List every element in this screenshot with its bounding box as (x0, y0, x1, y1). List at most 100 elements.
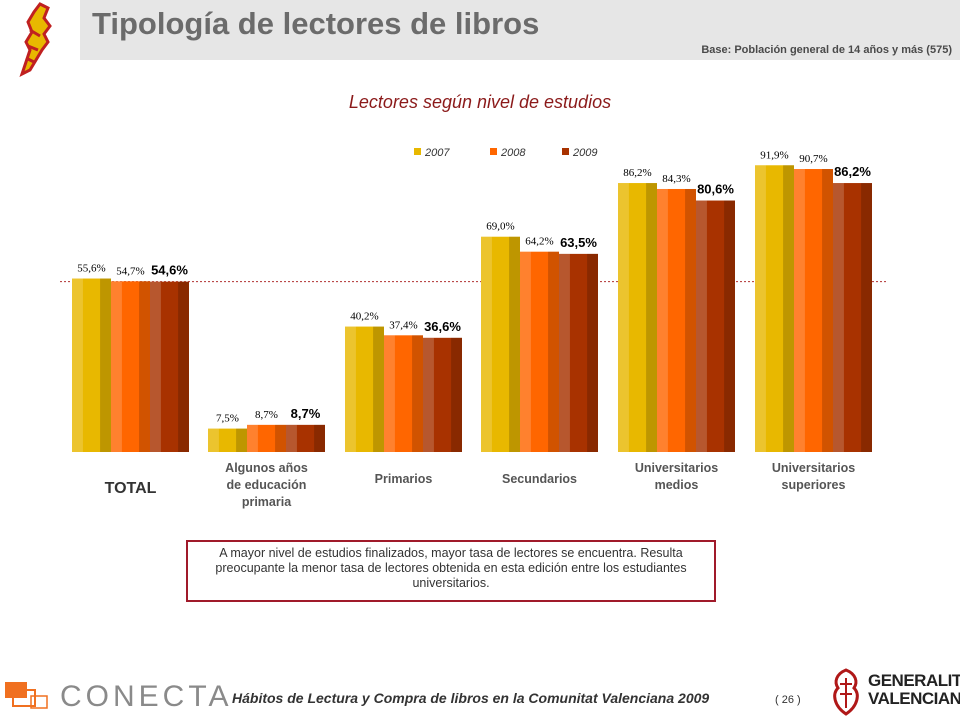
bar-2007-0 (72, 278, 111, 452)
category-label-4: Universitarios medios (635, 461, 718, 492)
footer-title: Hábitos de Lectura y Compra de libros en… (232, 690, 710, 706)
data-label-2009-4: 80,6% (697, 182, 734, 197)
data-label-2007-4: 86,2% (623, 167, 651, 179)
bar-shade-2009-2 (451, 337, 462, 452)
bar-shade-2009-5 (861, 183, 872, 452)
bar-2009-5 (833, 183, 872, 452)
bar-shade-2007-0 (100, 278, 111, 452)
data-label-2008-3: 64,2% (525, 236, 553, 248)
bar-highlight-2009-1 (286, 424, 297, 452)
bar-shade-2007-5 (783, 165, 794, 452)
bar-2008-1 (247, 424, 286, 452)
bar-2007-1 (208, 428, 247, 452)
legend-label-2007: 2007 (424, 147, 450, 159)
bar-shade-2009-1 (314, 424, 325, 452)
bar-2008-5 (794, 169, 833, 453)
data-label-2008-4: 84,3% (662, 173, 690, 185)
bar-2007-3 (481, 236, 520, 452)
data-label-2007-0: 55,6% (77, 263, 105, 275)
bar-2009-4 (696, 200, 735, 452)
data-label-2009-2: 36,6% (424, 319, 461, 334)
bar-2007-2 (345, 326, 384, 452)
bar-shade-2009-0 (178, 281, 189, 452)
region-map-logo (0, 0, 80, 80)
conecta-icon (5, 682, 48, 709)
bar-2007-4 (618, 183, 657, 452)
legend-label-2008: 2008 (500, 147, 526, 159)
bar-highlight-2007-5 (755, 165, 766, 452)
bar-shade-2007-1 (236, 428, 247, 452)
category-label-3: Secundarios (502, 472, 577, 486)
bar-shade-2007-2 (373, 326, 384, 452)
bar-highlight-2008-4 (657, 188, 668, 452)
bar-shade-2008-3 (548, 251, 559, 452)
bar-2009-2 (423, 337, 462, 452)
bar-shade-2008-0 (139, 281, 150, 452)
data-label-2008-5: 90,7% (799, 153, 827, 165)
bar-shade-2008-4 (685, 188, 696, 452)
bar-shade-2009-3 (587, 253, 598, 452)
legend-swatch-2008 (490, 148, 497, 155)
data-label-2007-3: 69,0% (486, 221, 514, 233)
bar-shade-2008-2 (412, 335, 423, 452)
legend-label-2009: 2009 (572, 147, 597, 159)
data-label-2009-0: 54,6% (151, 263, 188, 278)
data-label-2009-1: 8,7% (291, 406, 321, 421)
legend-swatch-2007 (414, 148, 421, 155)
bar-highlight-2008-5 (794, 169, 805, 453)
page-number: ( 26 ) (775, 694, 801, 706)
bar-2007-5 (755, 165, 794, 452)
bar-shade-2007-3 (509, 236, 520, 452)
category-label-0: TOTAL (105, 480, 157, 497)
conecta-wordmark: CONECTA (60, 680, 233, 713)
bar-chart: 2007 2008 2009 55,6% 54,7% 54,6% 7,5% 8,7% 8,7% 4… (60, 147, 888, 509)
bar-highlight-2007-4 (618, 183, 629, 452)
bar-highlight-2009-3 (559, 253, 570, 452)
category-label-5: Universitarios superiores (772, 461, 855, 492)
data-label-2008-1: 8,7% (255, 409, 278, 421)
bar-highlight-2009-2 (423, 337, 434, 452)
bar-highlight-2009-0 (150, 281, 161, 452)
data-label-2009-5: 86,2% (834, 164, 871, 179)
gv-wordmark: GENERALITAT VALENCIANA (868, 672, 960, 708)
data-label-2007-5: 91,9% (760, 149, 788, 161)
bar-highlight-2008-2 (384, 335, 395, 452)
legend-swatch-2009 (562, 148, 569, 155)
coat-of-arms-icon (833, 668, 859, 716)
bar-shade-2008-5 (822, 169, 833, 453)
bar-2008-0 (111, 281, 150, 452)
conecta-logo: CONECTA (5, 680, 233, 714)
bar-highlight-2008-1 (247, 424, 258, 452)
page-title: Tipología de lectores de libros (92, 6, 540, 41)
map-icon (19, 2, 52, 77)
bar-highlight-2008-3 (520, 251, 531, 452)
bar-2008-3 (520, 251, 559, 452)
category-label-2: Primarios (375, 472, 433, 486)
header-band (80, 0, 960, 60)
data-label-2007-1: 7,5% (216, 413, 239, 425)
bar-2009-0 (150, 281, 189, 452)
bar-2009-3 (559, 253, 598, 452)
bar-highlight-2007-2 (345, 326, 356, 452)
data-label-2008-2: 37,4% (389, 319, 417, 331)
bar-shade-2008-1 (275, 424, 286, 452)
gv-line1: GENERALITAT (868, 671, 960, 690)
chart-title: Lectores según nivel de estudios (348, 92, 612, 112)
gv-line2: VALENCIANA (868, 689, 960, 708)
bar-highlight-2007-1 (208, 428, 219, 452)
base-note: Base: Población general de 14 años y más… (701, 44, 952, 56)
bar-2008-4 (657, 188, 696, 452)
bar-highlight-2009-4 (696, 200, 707, 452)
bar-2008-2 (384, 335, 423, 452)
data-label-2008-0: 54,7% (116, 265, 144, 277)
category-label-1: Algunos años de educación primaria (225, 461, 308, 509)
data-label-2007-2: 40,2% (350, 311, 378, 323)
bar-shade-2007-4 (646, 183, 657, 452)
bar-highlight-2009-5 (833, 183, 844, 452)
bar-shade-2009-4 (724, 200, 735, 452)
bar-highlight-2007-0 (72, 278, 83, 452)
bar-2009-1 (286, 424, 325, 452)
bar-highlight-2008-0 (111, 281, 122, 452)
conclusion-note: A mayor nivel de estudios finalizados, m… (186, 540, 716, 602)
data-label-2009-3: 63,5% (560, 235, 597, 250)
